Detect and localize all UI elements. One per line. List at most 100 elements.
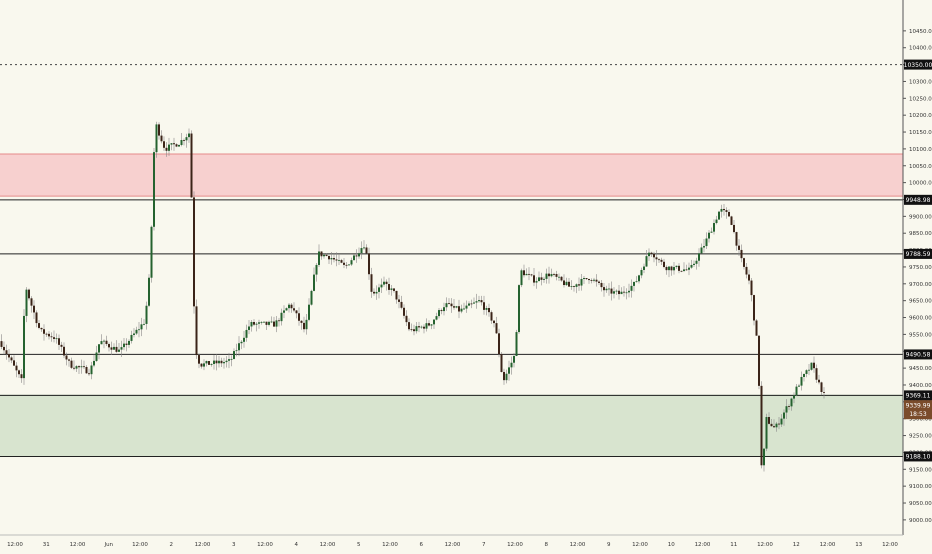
candle-body <box>718 211 720 220</box>
y-tick-label-5: 9250.00 <box>909 434 932 440</box>
level-tag-label-5: 9188.10 <box>906 454 931 461</box>
y-tick-label-17: 9850.00 <box>909 231 932 237</box>
candle-body <box>175 144 178 147</box>
candle-body <box>285 308 288 311</box>
candle-body <box>168 144 170 151</box>
x-tick-label-14: 12:00 <box>445 542 461 548</box>
candle-body <box>185 137 188 141</box>
candle-body <box>648 252 650 257</box>
candle-body <box>708 232 710 239</box>
candle-body <box>173 143 175 145</box>
candle-body <box>133 333 135 335</box>
price-tags-layer: 10350.00 9948.98 9788.59 9490.58 9369.11 9188… <box>904 59 932 462</box>
candle-body <box>593 279 595 281</box>
candle-body <box>300 320 303 323</box>
x-tick-label-22: 12:00 <box>695 542 711 548</box>
candle-body <box>20 374 23 379</box>
candle-body <box>543 278 545 280</box>
candle-body <box>0 341 3 347</box>
candle-body <box>433 319 435 325</box>
candle-body <box>215 360 218 364</box>
candle-body <box>400 301 403 308</box>
candle-body <box>773 426 775 428</box>
candle-body <box>650 252 653 254</box>
level-tag-bg-0 <box>904 59 932 70</box>
candle-body <box>638 275 640 282</box>
candle-body <box>210 363 213 365</box>
candle-body <box>820 382 823 393</box>
x-tick-label-28: 12:00 <box>882 542 898 548</box>
candle-body <box>748 274 750 281</box>
candle-body <box>533 275 535 283</box>
candle-body <box>710 231 713 233</box>
candle-body <box>363 247 365 249</box>
candle-body <box>783 412 785 419</box>
candle-body <box>258 322 260 324</box>
candle-body <box>665 266 668 271</box>
candle-body <box>535 281 538 283</box>
candle-body <box>328 255 330 260</box>
candle-body <box>40 327 43 330</box>
candle-body <box>25 289 28 316</box>
candle-body <box>460 308 463 312</box>
candle-body <box>808 369 810 371</box>
candle-body <box>610 288 613 294</box>
candle-body <box>620 291 623 295</box>
candle-body <box>350 260 353 265</box>
y-tick-label-25: 10250.00 <box>909 96 932 102</box>
y-tick-label-28: 10400.00 <box>909 46 932 52</box>
candle-body <box>563 280 565 286</box>
candle-body <box>270 321 273 323</box>
candle-body <box>125 343 128 345</box>
y-tick-label-0: 9000.00 <box>909 518 932 524</box>
candle-body <box>538 277 540 282</box>
candle-body <box>183 140 185 141</box>
candle-body <box>18 370 20 375</box>
candle-body <box>360 248 363 254</box>
candle-body <box>500 354 503 372</box>
candle-body <box>545 273 548 279</box>
candle-body <box>273 321 275 327</box>
time-axis[interactable]: 12:00 31 12:00 Jun 12:00 2 12:00 3 12:00 4 12:00 5 1… <box>7 542 898 548</box>
candle-body <box>633 281 635 286</box>
candle-body <box>643 266 645 270</box>
y-tick-label-3: 9150.00 <box>909 467 932 473</box>
candle-body <box>595 279 598 282</box>
candle-body <box>323 254 325 257</box>
level-tag-label-1: 9948.98 <box>906 197 931 204</box>
x-tick-label-9: 4 <box>295 542 299 548</box>
candle-body <box>90 365 93 375</box>
candle-body <box>793 395 795 399</box>
y-tick-label-6: 9300.00 <box>909 417 932 423</box>
candle-body <box>605 288 608 291</box>
candle-body <box>765 417 768 449</box>
candle-body <box>478 300 480 302</box>
candle-body <box>630 285 633 291</box>
price-tag-label: 9339.99 <box>906 403 931 410</box>
level-tag-label-2: 9788.59 <box>906 251 931 258</box>
y-tick-label-9: 9450.00 <box>909 366 932 372</box>
candle-body <box>668 266 670 271</box>
y-tick-label-12: 9600.00 <box>909 316 932 322</box>
candle-body <box>105 340 108 345</box>
candle-body <box>653 253 655 258</box>
candle-body <box>560 276 563 281</box>
x-tick-label-2: 12:00 <box>70 542 86 548</box>
candle-body <box>468 303 470 306</box>
x-tick-label-7: 3 <box>232 542 236 548</box>
candle-body <box>588 279 590 281</box>
candle-body <box>440 310 443 312</box>
candle-body <box>163 141 165 148</box>
candle-body <box>160 135 163 142</box>
candle-body <box>515 332 518 356</box>
x-tick-label-12: 12:00 <box>382 542 398 548</box>
candle-body <box>730 216 733 225</box>
candle-body <box>200 363 203 367</box>
candle-body <box>628 290 630 293</box>
candle-body <box>480 300 483 303</box>
candle-body <box>120 347 123 350</box>
candle-body <box>528 273 530 275</box>
